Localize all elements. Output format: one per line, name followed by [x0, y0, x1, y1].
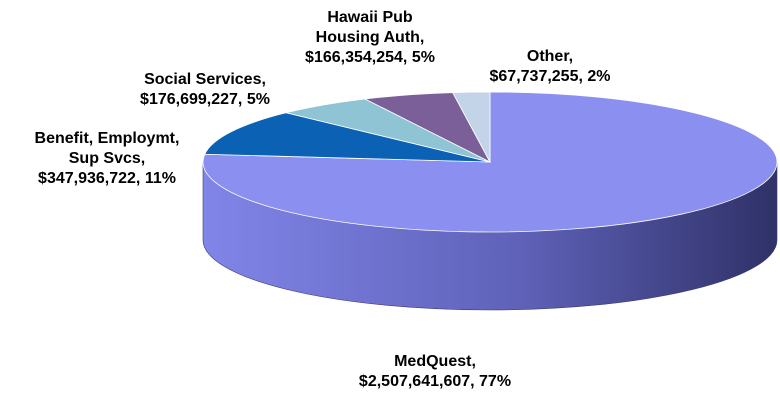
label-housing: Hawaii Pub Housing Auth, $166,354,254, 5… [285, 8, 455, 68]
label-housing-line-2: Housing Auth, [315, 29, 425, 46]
label-other-line-1: Other, [526, 48, 574, 65]
label-benefit-line-1: Benefit, Employmt, [34, 130, 180, 147]
label-social-line-2: $176,699,227, 5% [140, 91, 270, 108]
label-other-line-2: $67,737,255, 2% [489, 68, 611, 85]
label-medquest-line-1: MedQuest, [394, 353, 476, 370]
label-other: Other, $67,737,255, 2% [470, 47, 630, 87]
label-housing-line-1: Hawaii Pub [327, 9, 413, 26]
label-benefit: Benefit, Employmt, Sup Svcs, $347,936,72… [12, 129, 202, 189]
label-social: Social Services, $176,699,227, 5% [110, 70, 300, 110]
pie-slice-benefit-employmt-sup-svcs [204, 112, 491, 163]
label-benefit-line-3: $347,936,722, 11% [38, 170, 176, 187]
pie-slice-other [452, 91, 491, 163]
label-benefit-line-2: Sup Svcs, [68, 150, 146, 167]
label-medquest-line-2: $2,507,641,607, 77% [358, 373, 512, 390]
label-social-line-1: Social Services, [144, 71, 266, 88]
label-medquest: MedQuest, $2,507,641,607, 77% [330, 352, 540, 392]
pie-slices [202, 91, 778, 233]
label-housing-line-3: $166,354,254, 5% [305, 49, 435, 66]
